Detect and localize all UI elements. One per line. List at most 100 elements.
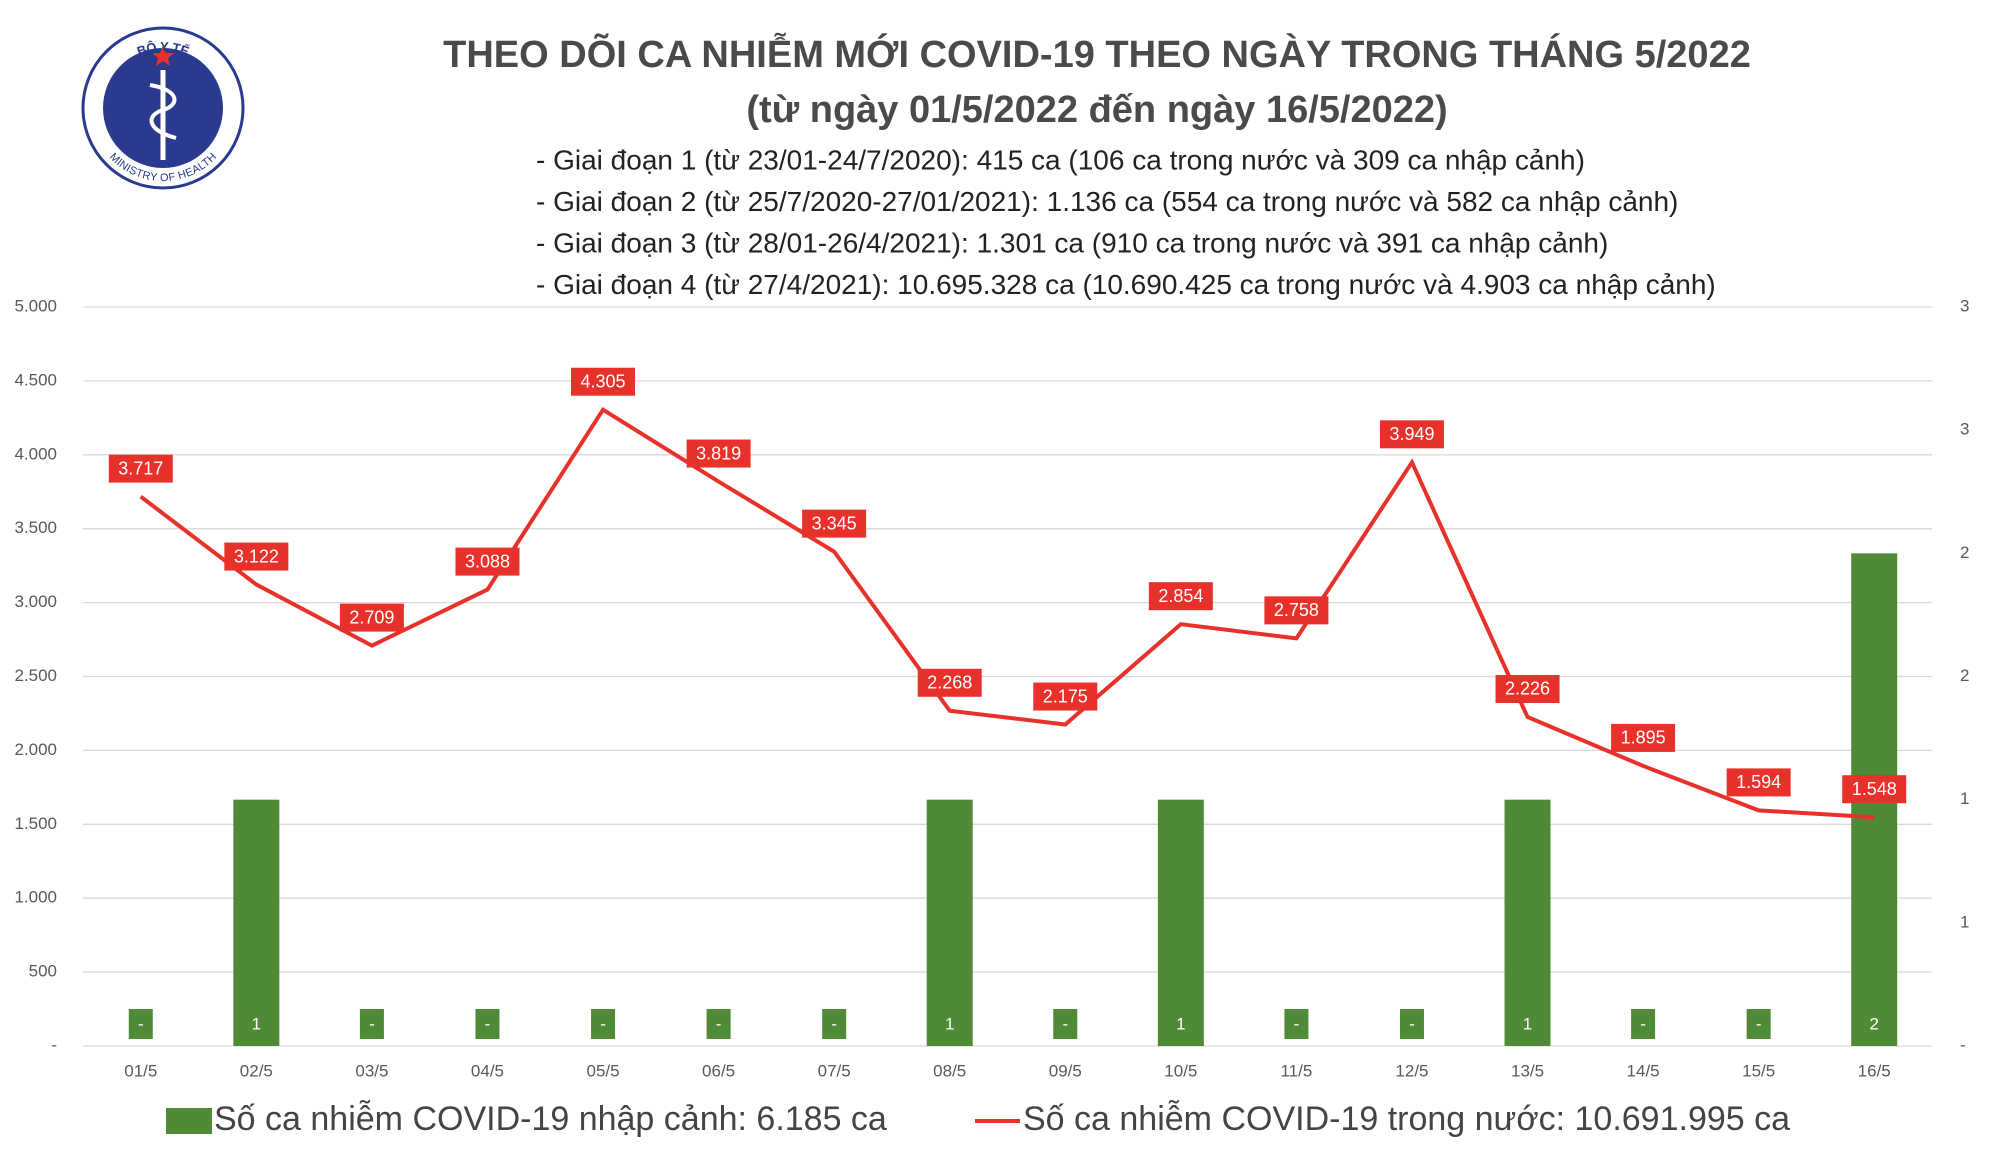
data-label: 3.088 [465, 551, 510, 571]
bar [233, 799, 280, 1046]
y2-tick-label: 2 [1960, 543, 1969, 562]
x-tick-label: 16/5 [1858, 1061, 1891, 1080]
note: - Giai đoạn 3 (từ 28/01-26/4/2021): 1.30… [536, 227, 1608, 258]
bar-label: - [369, 1014, 375, 1033]
x-tick-label: 04/5 [471, 1061, 504, 1080]
data-label-bg [1495, 674, 1560, 703]
note: - Giai đoạn 4 (từ 27/4/2021): 10.695.328… [536, 269, 1716, 300]
bar-label-bg [1515, 1009, 1540, 1039]
y-tick-label: 1.500 [14, 814, 57, 833]
data-label: 2.758 [1274, 600, 1319, 620]
data-label-bg [1842, 775, 1907, 804]
data-label-bg [917, 668, 982, 697]
x-tick-label: 02/5 [240, 1061, 273, 1080]
x-tick-label: 03/5 [355, 1061, 388, 1080]
bar-label: - [1640, 1014, 1646, 1033]
data-label-bg [802, 509, 867, 538]
bar-label-bg [1631, 1009, 1656, 1039]
data-label: 3.819 [696, 443, 741, 463]
bar-label-bg [244, 1009, 269, 1039]
bar-label-bg [1168, 1009, 1193, 1039]
bar-label-bg [591, 1009, 616, 1039]
bar-label-bg [1399, 1009, 1424, 1039]
y-tick-label: 1.000 [14, 888, 57, 907]
data-label: 2.709 [349, 607, 394, 627]
y-tick-label: 2.500 [14, 666, 57, 685]
note: - Giai đoạn 2 (từ 25/7/2020-27/01/2021):… [536, 186, 1678, 217]
data-label-bg [1264, 596, 1329, 625]
data-label: 3.122 [234, 546, 279, 566]
legend-label: Số ca nhiễm COVID-19 trong nước: 10.691.… [1023, 1100, 1790, 1138]
bar-label: - [485, 1014, 491, 1033]
y2-tick-label: 3 [1960, 420, 1969, 439]
bar-label: - [138, 1014, 144, 1033]
data-label: 4.305 [581, 371, 626, 391]
y-tick-label: 5.000 [14, 296, 57, 315]
data-label-bg [571, 367, 636, 396]
bar-label-bg [706, 1009, 731, 1039]
bar [1157, 799, 1204, 1046]
bar-label-bg [1284, 1009, 1309, 1039]
x-tick-label: 01/5 [124, 1061, 157, 1080]
x-tick-label: 09/5 [1049, 1061, 1082, 1080]
chart-title: THEO DÕI CA NHIỄM MỚI COVID-19 THEO NGÀY… [443, 32, 1751, 76]
x-tick-label: 14/5 [1627, 1061, 1660, 1080]
data-label: 2.175 [1043, 686, 1088, 706]
data-label: 2.854 [1158, 586, 1203, 606]
bar-label-bg [1746, 1009, 1771, 1039]
x-tick-label: 07/5 [818, 1061, 851, 1080]
bar [926, 799, 973, 1046]
data-label-bg [1033, 682, 1098, 711]
legend-label: Số ca nhiễm COVID-19 nhập cảnh: 6.185 ca [214, 1100, 887, 1138]
data-label: 1.895 [1621, 728, 1666, 748]
data-label-bg [1148, 582, 1213, 611]
y2-tick-label: - [1960, 1035, 1966, 1054]
logo-top: BỘ Y TẾ [135, 39, 191, 59]
data-label-bg [108, 454, 173, 483]
bar-label: - [716, 1014, 722, 1033]
bar-label: - [831, 1014, 837, 1033]
x-tick-label: 06/5 [702, 1061, 735, 1080]
x-tick-label: 05/5 [586, 1061, 619, 1080]
bar-label: - [1294, 1014, 1300, 1033]
x-tick-label: 15/5 [1742, 1061, 1775, 1080]
bar-label: - [600, 1014, 606, 1033]
data-label: 3.717 [118, 458, 163, 478]
y-tick-label: 4.500 [14, 370, 57, 389]
line [139, 406, 1875, 820]
bar-label-bg [1053, 1009, 1078, 1039]
x-tick-label: 11/5 [1280, 1061, 1312, 1080]
bar-label-bg [937, 1009, 962, 1039]
data-label: 2.226 [1505, 679, 1550, 699]
bar-label: - [1062, 1014, 1068, 1033]
logo: BỘ Y TẾ MINISTRY OF HEALTH [81, 26, 245, 190]
bar-label: - [1409, 1014, 1415, 1033]
x-tick-label: 10/5 [1164, 1061, 1197, 1080]
bar-label: 1 [945, 1014, 954, 1033]
x-tick-label: 13/5 [1511, 1061, 1544, 1080]
data-label-bg [224, 542, 289, 571]
bar-label: 1 [252, 1014, 261, 1033]
y-tick-label: 4.000 [14, 444, 57, 463]
bar-label-bg [475, 1009, 500, 1039]
bar-label: 1 [1176, 1014, 1185, 1033]
data-label-bg [1379, 420, 1444, 449]
bar-label-bg [1862, 1009, 1887, 1039]
note: - Giai đoạn 1 (từ 23/01-24/7/2020): 415 … [536, 144, 1585, 175]
data-label: 3.345 [812, 513, 857, 533]
data-label-bg [1726, 768, 1791, 797]
data-label: 3.949 [1389, 424, 1434, 444]
y-tick-label: 500 [29, 962, 57, 981]
bar-label-bg [822, 1009, 847, 1039]
bar-label: 1 [1523, 1014, 1532, 1033]
chart-subtitle: (từ ngày 01/5/2022 đến ngày 16/5/2022) [746, 89, 1447, 131]
y-tick-label: 3.500 [14, 518, 57, 537]
y-tick-label: 3.000 [14, 592, 57, 611]
y-tick-label: - [51, 1035, 57, 1054]
bar-label-bg [359, 1009, 384, 1039]
bar [1504, 799, 1551, 1046]
data-label: 1.594 [1736, 772, 1781, 792]
data-label: 1.548 [1852, 779, 1897, 799]
y2-tick-label: 3 [1960, 296, 1969, 315]
data-label-bg [686, 439, 751, 468]
